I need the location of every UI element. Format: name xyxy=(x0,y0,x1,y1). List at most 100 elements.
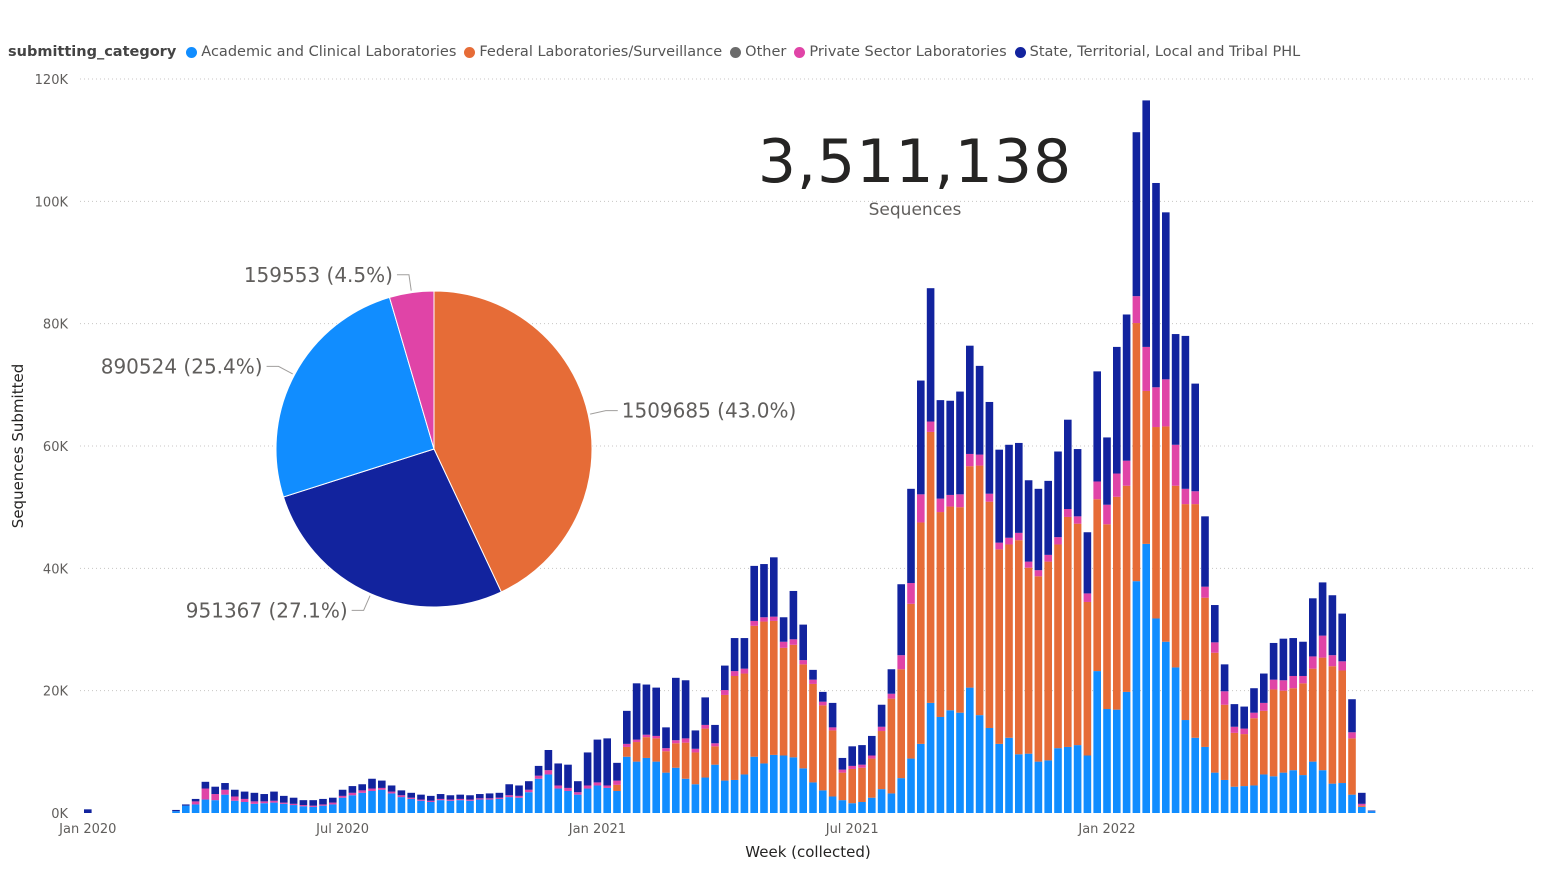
bar-state[interactable] xyxy=(564,764,572,788)
bar-stack[interactable] xyxy=(299,800,308,813)
bar-private[interactable] xyxy=(1064,509,1072,517)
bar-stack[interactable] xyxy=(779,617,788,813)
bar-private[interactable] xyxy=(554,785,562,789)
bar-academic[interactable] xyxy=(1269,776,1278,813)
bar-state[interactable] xyxy=(1250,688,1258,713)
bar-academic[interactable] xyxy=(917,743,925,813)
bar-academic[interactable] xyxy=(201,799,210,813)
bar-state[interactable] xyxy=(231,789,239,797)
bar-academic[interactable] xyxy=(348,795,357,813)
bar-private[interactable] xyxy=(348,792,357,796)
bar-stack[interactable] xyxy=(1328,595,1337,813)
bar-state[interactable] xyxy=(309,800,317,806)
bar-state[interactable] xyxy=(819,691,827,702)
bar-stack[interactable] xyxy=(887,669,896,813)
bar-stack[interactable] xyxy=(84,809,92,813)
bar-academic[interactable] xyxy=(828,796,837,813)
bar-federal[interactable] xyxy=(1083,601,1092,756)
bar-private[interactable] xyxy=(1250,712,1258,719)
legend-item-federal[interactable]: Federal Laboratories/Surveillance xyxy=(464,44,722,60)
bar-private[interactable] xyxy=(299,805,308,807)
bar-private[interactable] xyxy=(417,799,425,801)
bar-stack[interactable] xyxy=(946,400,954,813)
bar-federal[interactable] xyxy=(721,694,729,781)
bar-state[interactable] xyxy=(1191,383,1199,492)
bar-state[interactable] xyxy=(1142,100,1150,347)
bar-stack[interactable] xyxy=(515,785,523,813)
bar-federal[interactable] xyxy=(701,728,709,778)
bar-academic[interactable] xyxy=(809,782,817,813)
bar-federal[interactable] xyxy=(691,752,700,785)
bar-federal[interactable] xyxy=(917,522,925,744)
bar-state[interactable] xyxy=(211,786,219,795)
bar-academic[interactable] xyxy=(1318,770,1327,813)
bar-state[interactable] xyxy=(182,804,190,806)
bar-academic[interactable] xyxy=(446,800,455,813)
bar-stack[interactable] xyxy=(583,752,592,813)
bar-private[interactable] xyxy=(211,794,219,801)
bar-state[interactable] xyxy=(1367,810,1376,812)
pie-chart[interactable]: 1509685 (43.0%) 951367 (27.1%) 890524 (25.… xyxy=(101,263,797,623)
bar-state[interactable] xyxy=(378,780,386,788)
bar-state[interactable] xyxy=(613,762,621,781)
bar-state[interactable] xyxy=(868,735,876,756)
bar-academic[interactable] xyxy=(338,797,347,813)
bar-stack[interactable] xyxy=(966,345,974,813)
bar-private[interactable] xyxy=(309,805,317,807)
bar-federal[interactable] xyxy=(789,644,798,758)
bar-academic[interactable] xyxy=(211,800,219,813)
bar-state[interactable] xyxy=(907,488,915,584)
bar-federal[interactable] xyxy=(877,731,886,790)
bar-federal[interactable] xyxy=(642,737,651,758)
bar-stack[interactable] xyxy=(231,789,239,813)
bar-stack[interactable] xyxy=(868,735,876,813)
bar-private[interactable] xyxy=(1358,803,1366,806)
bar-academic[interactable] xyxy=(1103,709,1111,813)
bar-state[interactable] xyxy=(642,684,651,735)
bar-private[interactable] xyxy=(642,734,651,738)
bar-private[interactable] xyxy=(1338,661,1346,671)
bar-federal[interactable] xyxy=(770,620,778,755)
bar-academic[interactable] xyxy=(721,780,729,813)
bar-state[interactable] xyxy=(1299,641,1307,676)
bar-private[interactable] xyxy=(427,800,435,802)
bar-private[interactable] xyxy=(701,724,709,729)
bar-state[interactable] xyxy=(1103,437,1111,505)
bar-state[interactable] xyxy=(1005,444,1013,538)
bar-state[interactable] xyxy=(691,730,700,749)
bar-federal[interactable] xyxy=(1260,710,1268,775)
bar-stack[interactable] xyxy=(721,665,729,813)
bar-stack[interactable] xyxy=(1211,605,1219,813)
bar-state[interactable] xyxy=(270,791,278,801)
bar-state[interactable] xyxy=(338,789,347,796)
bar-state[interactable] xyxy=(1093,371,1101,482)
legend-item-state[interactable]: State, Territorial, Local and Tribal PHL xyxy=(1014,44,1300,60)
bar-federal[interactable] xyxy=(1054,544,1062,749)
bar-federal[interactable] xyxy=(730,675,739,780)
bar-private[interactable] xyxy=(995,542,1003,550)
bar-stack[interactable] xyxy=(436,794,445,813)
bar-state[interactable] xyxy=(495,792,504,798)
bar-private[interactable] xyxy=(691,748,700,753)
bar-private[interactable] xyxy=(407,797,415,799)
bar-stack[interactable] xyxy=(525,781,533,813)
bar-state[interactable] xyxy=(828,702,837,728)
bar-academic[interactable] xyxy=(358,792,366,813)
bar-stack[interactable] xyxy=(985,401,994,813)
bar-private[interactable] xyxy=(858,764,866,768)
bar-federal[interactable] xyxy=(1191,504,1199,738)
bar-federal[interactable] xyxy=(1015,540,1023,755)
bar-federal[interactable] xyxy=(1338,670,1346,784)
bar-stack[interactable] xyxy=(799,624,807,813)
bar-private[interactable] xyxy=(1348,732,1356,739)
bar-private[interactable] xyxy=(593,782,602,786)
bar-academic[interactable] xyxy=(926,702,935,813)
bar-state[interactable] xyxy=(1122,314,1131,461)
bar-state[interactable] xyxy=(1309,598,1317,657)
bar-stack[interactable] xyxy=(329,797,337,813)
bar-state[interactable] xyxy=(1260,673,1268,703)
bar-private[interactable] xyxy=(436,798,445,801)
bar-private[interactable] xyxy=(1309,656,1317,669)
bar-stack[interactable] xyxy=(750,565,758,813)
bar-stack[interactable] xyxy=(1142,100,1150,813)
